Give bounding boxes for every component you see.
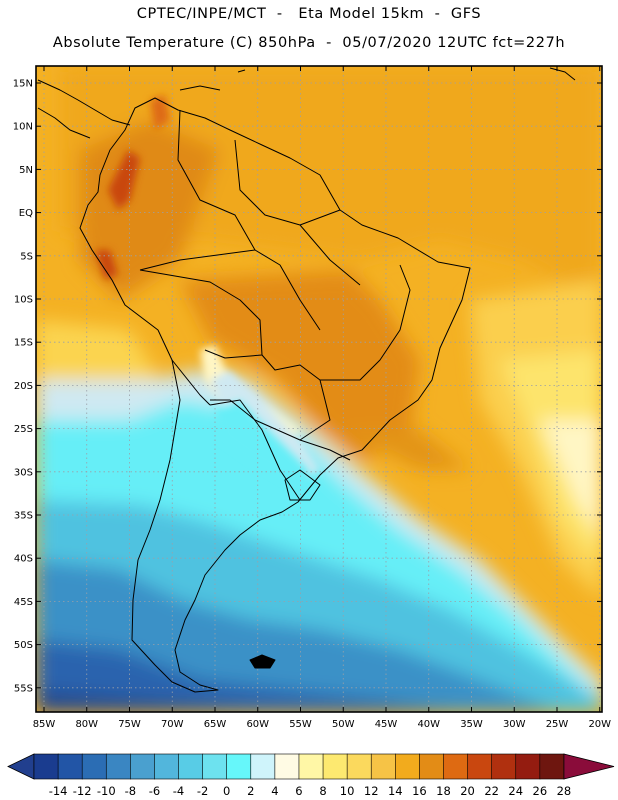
colorbar-swatch — [322, 753, 348, 780]
colorbar-swatch — [539, 753, 565, 780]
colorbar-tick-label: -14 — [49, 784, 68, 798]
colorbar-tick-label: 14 — [388, 784, 403, 798]
map-frame — [35, 65, 603, 713]
colorbar-tick-label: 12 — [364, 784, 379, 798]
colorbar-swatch — [274, 753, 300, 780]
colorbar-tick-label: 10 — [340, 784, 355, 798]
colorbar: -14 -12 -10 -8 -6 -4 -2 0 2 4 6 8 10 12 14 16 18 20 22 24 26… — [7, 753, 615, 798]
colorbar-swatch — [491, 753, 517, 780]
colorbar-swatch — [202, 753, 228, 780]
lon-label: 40W — [417, 719, 440, 730]
colorbar-swatch — [515, 753, 541, 780]
colorbar-swatch — [81, 753, 107, 780]
colorbar-tick-label: -10 — [97, 784, 116, 798]
lon-label: 25W — [546, 719, 569, 730]
colorbar-tick-label: 0 — [223, 784, 230, 798]
lat-label: 30S — [14, 467, 33, 478]
colorbar-tick-label: 18 — [436, 784, 451, 798]
lat-label: 50S — [14, 640, 33, 651]
colorbar-tick-label: 24 — [508, 784, 523, 798]
colorbar-tick-label: 28 — [557, 784, 572, 798]
colorbar-tick-label: -12 — [73, 784, 92, 798]
colorbar-swatch — [298, 753, 324, 780]
colorbar-under-arrow — [7, 753, 35, 780]
lat-label: 5N — [19, 165, 33, 176]
lat-label: 45S — [14, 597, 33, 608]
colorbar-swatch — [154, 753, 180, 780]
colorbar-swatch — [250, 753, 276, 780]
lon-label: 20W — [588, 719, 611, 730]
lon-label: 60W — [246, 719, 269, 730]
lat-label: 15N — [13, 79, 33, 90]
colorbar-swatch — [130, 753, 156, 780]
colorbar-tick-label: -4 — [173, 784, 184, 798]
colorbar-swatch — [105, 753, 131, 780]
longitude-labels: 85W 80W 75W 70W 65W 60W 55W 50W 45W 40W 35W 30W 25W 2… — [33, 66, 611, 730]
colorbar-tick-label: -8 — [125, 784, 136, 798]
colorbar-swatch — [419, 753, 445, 780]
map-title-line2: Absolute Temperature (C) 850hPa - 05/07/… — [52, 35, 566, 51]
lon-label: 70W — [161, 719, 184, 730]
colorbar-tick-label: 20 — [460, 784, 475, 798]
map-title-line1: CPTEC/INPE/MCT - Eta Model 15km - GFS — [136, 6, 482, 22]
lat-label: 25S — [14, 424, 33, 435]
colorbar-tick-label: 16 — [412, 784, 427, 798]
colorbar-swatch — [57, 753, 83, 780]
coastline-and-borders — [37, 67, 576, 693]
colorbar-tick-label: -2 — [197, 784, 208, 798]
lat-label: EQ — [19, 208, 33, 219]
lat-label: 10S — [14, 295, 33, 306]
latitude-labels: 15N 10N 5N EQ 5S 10S 15S 20S 25S 30S 35S 40S 45S 50S 5… — [13, 79, 602, 694]
lat-label: 5S — [20, 251, 33, 262]
colorbar-over-arrow — [563, 753, 615, 780]
lat-label: 55S — [14, 683, 33, 694]
colorbar-swatch — [346, 753, 372, 780]
colorbar-tick-label: -6 — [149, 784, 160, 798]
lat-label: 10N — [13, 122, 33, 133]
colorbar-swatch — [370, 753, 396, 780]
colorbar-swatch — [33, 753, 59, 780]
colorbar-swatch — [226, 753, 252, 780]
colorbar-tick-label: 22 — [484, 784, 499, 798]
colorbar-swatch — [443, 753, 469, 780]
colorbar-swatch — [395, 753, 420, 780]
lon-label: 55W — [289, 719, 312, 730]
lat-label: 35S — [14, 511, 33, 522]
lon-label: 50W — [332, 719, 355, 730]
colorbar-tick-label: 6 — [295, 784, 302, 798]
lon-label: 65W — [204, 719, 227, 730]
lon-label: 45W — [375, 719, 398, 730]
lat-label: 20S — [14, 381, 33, 392]
lat-label: 40S — [14, 554, 33, 565]
colorbar-tick-label: 4 — [271, 784, 278, 798]
lat-label: 15S — [14, 338, 33, 349]
temperature-field — [36, 66, 602, 712]
lon-label: 35W — [460, 719, 483, 730]
lon-label: 85W — [33, 719, 56, 730]
colorbar-swatch — [178, 753, 204, 780]
lon-label: 80W — [75, 719, 98, 730]
colorbar-tick-label: 8 — [319, 784, 326, 798]
colorbar-tick-label: 26 — [533, 784, 548, 798]
colorbar-tick-label: 2 — [247, 784, 254, 798]
colorbar-swatch — [467, 753, 493, 780]
lon-label: 75W — [118, 719, 141, 730]
lon-label: 30W — [503, 719, 526, 730]
